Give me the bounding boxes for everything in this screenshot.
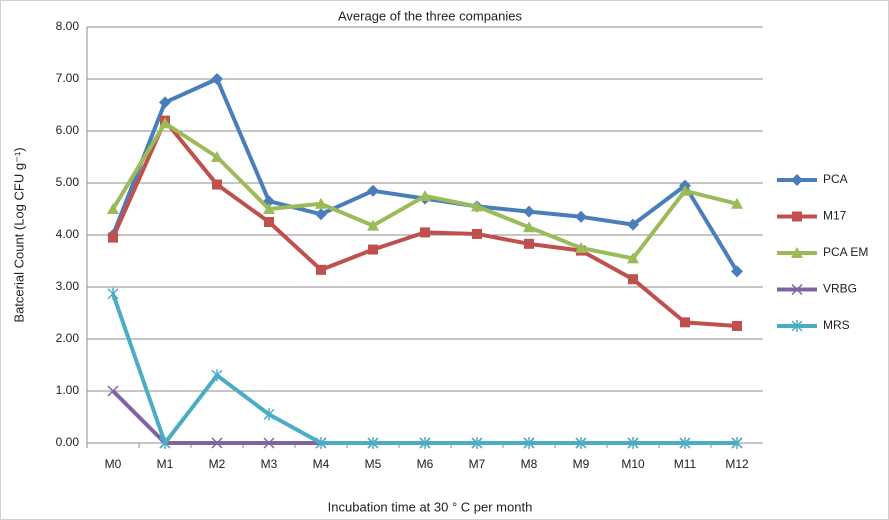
marker: [679, 184, 691, 196]
y-tick-label: 0.00: [56, 435, 80, 449]
marker: [107, 287, 119, 300]
marker: [575, 242, 587, 253]
marker: [731, 197, 743, 209]
marker: [471, 437, 483, 449]
marker: [680, 317, 690, 328]
x-tick-label: M9: [573, 457, 590, 471]
legend-label: MRS: [823, 318, 850, 332]
marker: [679, 437, 691, 449]
y-tick-label: 6.00: [56, 123, 80, 137]
x-tick-label: M11: [674, 457, 697, 471]
legend-label: VRBG: [823, 282, 857, 296]
marker: [419, 190, 431, 201]
marker: [472, 228, 482, 239]
y-tick-label: 8.00: [56, 19, 80, 33]
marker: [731, 437, 743, 449]
marker: [471, 200, 483, 212]
marker: [575, 437, 587, 449]
chart-title: Average of the three companies: [338, 8, 523, 23]
legend-label: PCA EM: [823, 245, 868, 259]
y-tick-label: 7.00: [56, 71, 80, 85]
marker: [211, 437, 223, 449]
marker: [523, 205, 535, 218]
y-tick-label: 1.00: [56, 383, 80, 397]
x-tick-label: M6: [417, 457, 434, 471]
marker: [315, 197, 327, 209]
marker: [575, 210, 587, 223]
marker: [159, 117, 171, 129]
x-tick-label: M2: [209, 457, 226, 471]
x-tick-label: M4: [313, 457, 330, 471]
marker: [264, 217, 274, 227]
marker: [792, 211, 802, 222]
x-tick-label: M1: [157, 457, 174, 471]
marker: [316, 264, 326, 275]
x-tick-label: M12: [725, 457, 749, 471]
marker: [367, 219, 379, 231]
legend-label: PCA: [823, 172, 848, 186]
marker: [212, 179, 222, 190]
marker: [791, 320, 803, 332]
marker: [627, 218, 639, 231]
marker: [523, 221, 535, 233]
marker: [159, 96, 171, 109]
marker: [263, 408, 275, 421]
marker: [107, 203, 119, 214]
marker: [628, 274, 638, 285]
marker: [315, 437, 327, 449]
marker: [367, 184, 379, 197]
y-axis-label: Batcerial Count (Log CFU g⁻¹): [11, 147, 26, 322]
marker: [315, 208, 327, 221]
marker: [627, 252, 639, 264]
y-tick-label: 4.00: [56, 227, 80, 241]
marker: [211, 73, 223, 85]
marker: [791, 247, 803, 258]
marker: [627, 437, 639, 449]
marker: [523, 437, 535, 449]
marker: [108, 232, 118, 243]
marker: [368, 244, 378, 255]
marker: [263, 203, 275, 214]
marker: [419, 437, 431, 449]
marker: [159, 437, 171, 449]
x-tick-label: M7: [469, 457, 486, 471]
x-tick-label: M8: [521, 457, 538, 471]
y-tick-label: 2.00: [56, 331, 80, 345]
x-tick-label: M3: [261, 457, 278, 471]
y-tick-label: 3.00: [56, 279, 80, 293]
marker: [211, 369, 223, 382]
marker: [420, 227, 430, 238]
x-tick-label: M5: [365, 457, 382, 471]
y-tick-label: 5.00: [56, 175, 80, 189]
marker: [731, 265, 743, 278]
x-tick-label: M10: [621, 457, 645, 471]
marker: [791, 174, 803, 186]
marker: [791, 283, 803, 296]
marker: [367, 437, 379, 449]
x-tick-label: M0: [105, 457, 122, 471]
marker: [211, 151, 223, 162]
x-axis-label: Incubation time at 30 ° C per month: [328, 499, 533, 514]
marker: [732, 321, 742, 331]
marker: [263, 437, 275, 449]
marker: [524, 238, 534, 249]
legend-label: M17: [823, 209, 847, 223]
marker: [107, 385, 119, 397]
